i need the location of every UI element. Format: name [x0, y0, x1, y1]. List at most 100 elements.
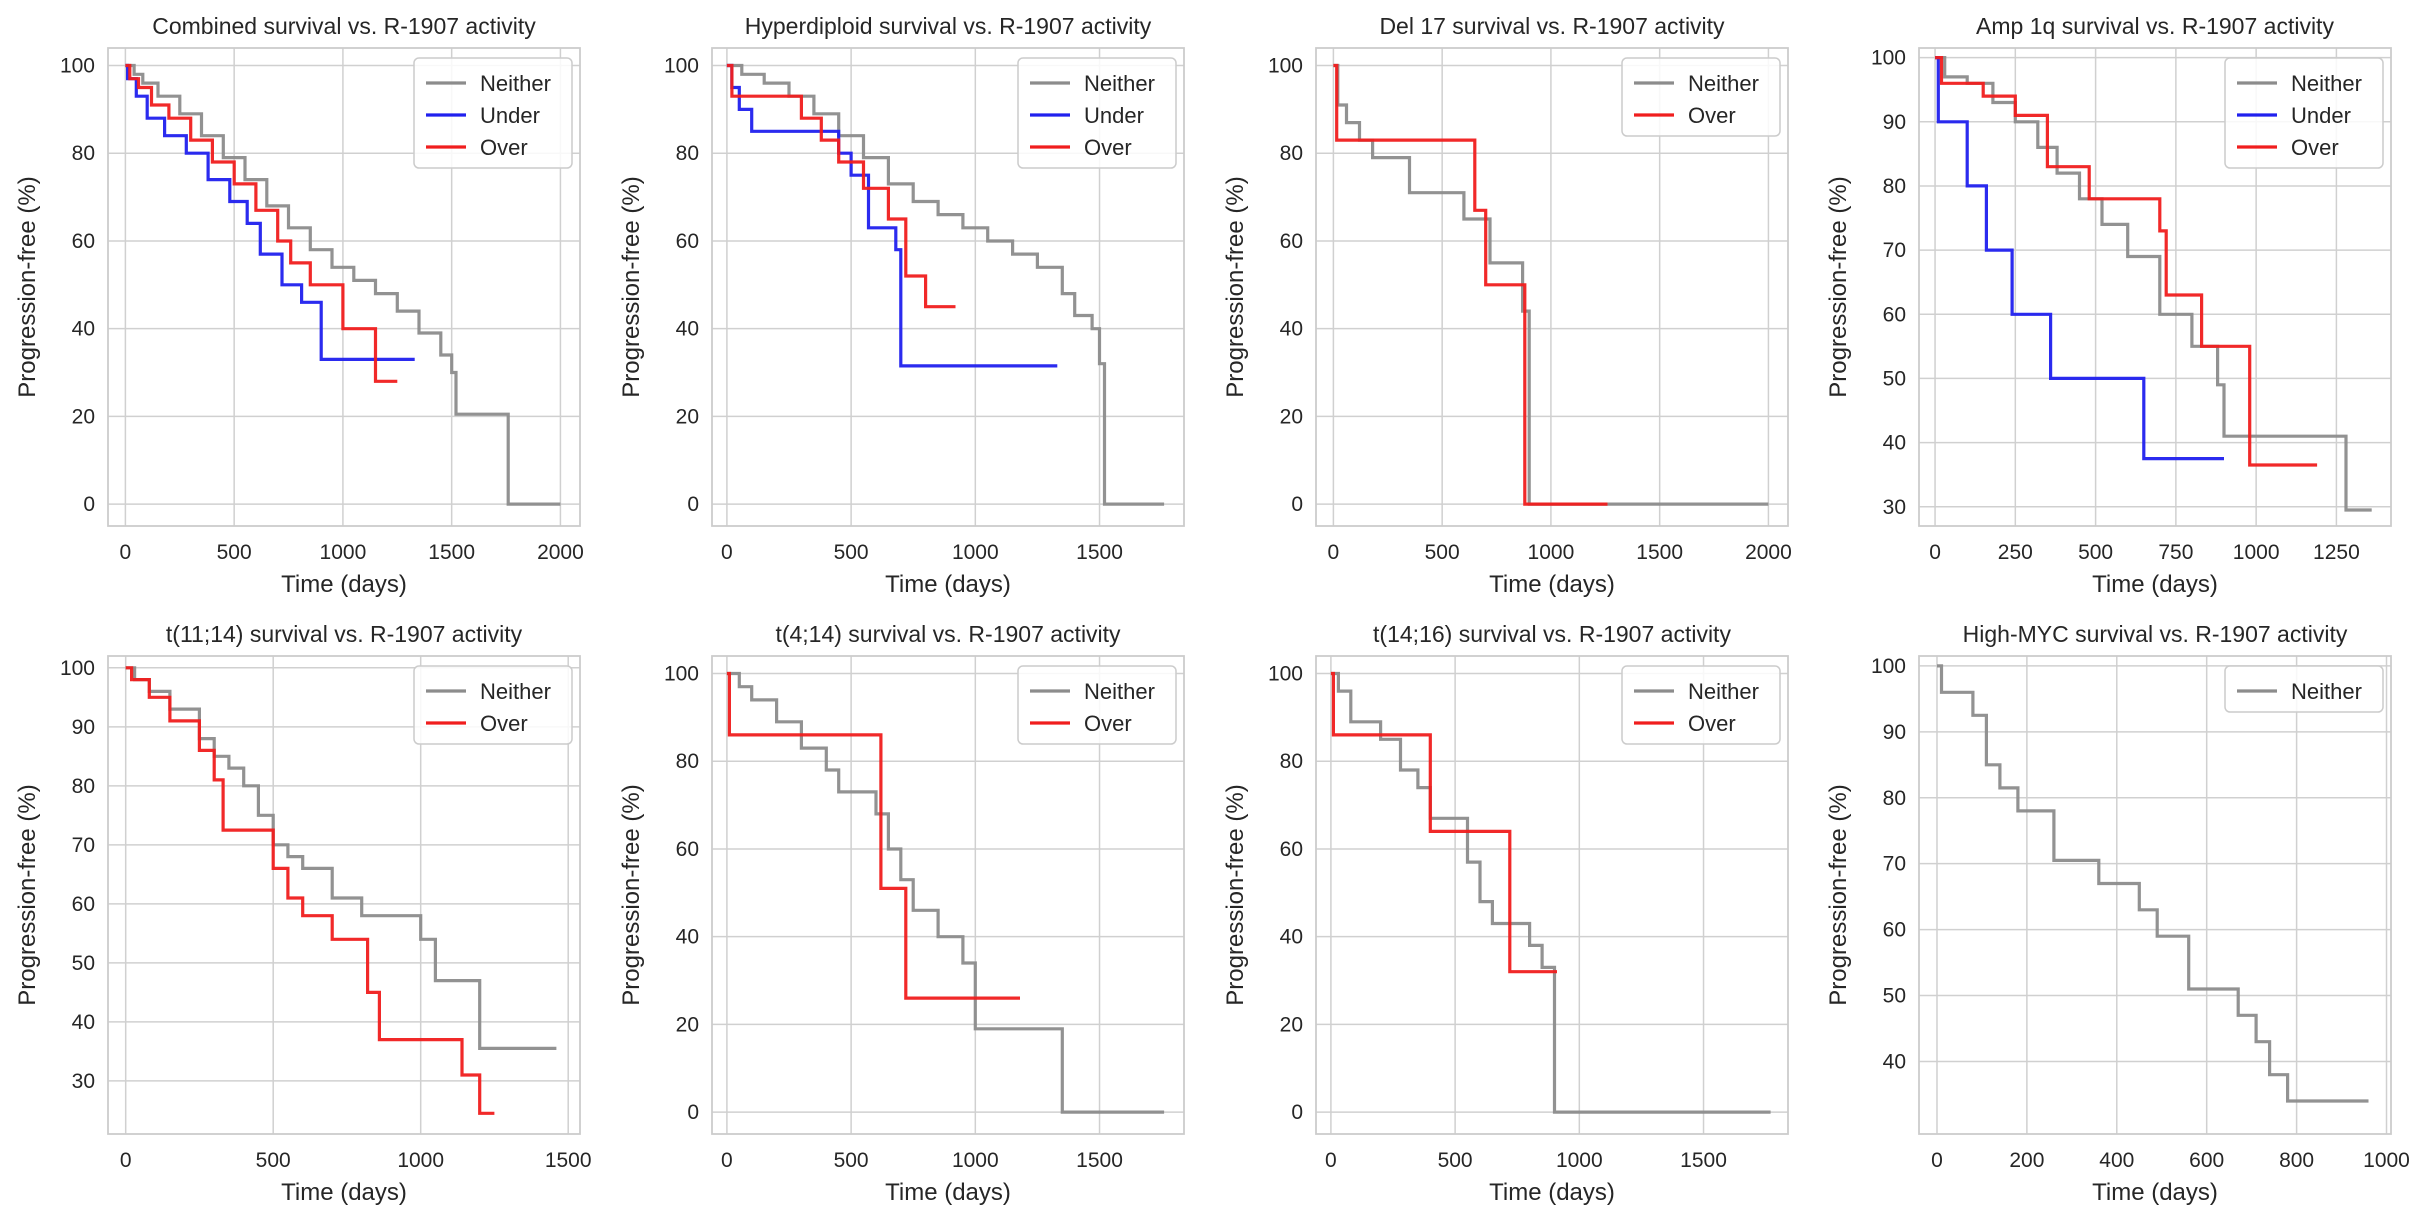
- y-tick-label: 90: [1883, 721, 1906, 744]
- legend-label: Neither: [1688, 71, 1759, 96]
- legend-label: Neither: [2291, 679, 2362, 704]
- x-axis-label: Time (days): [1489, 1179, 1615, 1206]
- y-tick-label: 80: [72, 142, 95, 165]
- x-tick-label: 1500: [428, 541, 475, 564]
- y-axis-label: Progression-free (%): [618, 784, 645, 1005]
- y-tick-label: 100: [664, 55, 699, 78]
- x-tick-label: 1500: [1636, 541, 1683, 564]
- y-tick-label: 60: [1883, 919, 1906, 942]
- y-tick-label: 100: [1268, 663, 1303, 686]
- x-axis-label: Time (days): [885, 571, 1011, 598]
- y-tick-label: 80: [72, 775, 95, 798]
- y-tick-label: 100: [60, 55, 95, 78]
- x-tick-label: 1000: [2363, 1149, 2410, 1172]
- x-tick-label: 500: [834, 1149, 869, 1172]
- panel-5: 0 500 1000 1500 30 40 50 60 70 80 90 100 Time (days)…: [14, 621, 592, 1206]
- y-tick-label: 30: [72, 1070, 95, 1093]
- x-tick-label: 0: [1931, 1149, 1943, 1172]
- x-tick-label: 1250: [2313, 541, 2360, 564]
- y-tick-label: 90: [1883, 111, 1906, 134]
- y-tick-label: 50: [1883, 367, 1906, 390]
- x-tick-label: 500: [1438, 1149, 1473, 1172]
- series-line-under: [125, 63, 415, 361]
- series-line-over: [1330, 671, 1557, 974]
- series-line-under: [1935, 56, 2224, 461]
- x-axis-label: Time (days): [281, 571, 407, 598]
- x-tick-label: 200: [2009, 1149, 2044, 1172]
- x-tick-label: 1000: [2233, 541, 2280, 564]
- y-tick-label: 20: [676, 405, 699, 428]
- y-tick-label: 20: [676, 1013, 699, 1036]
- x-tick-label: 500: [217, 541, 252, 564]
- y-tick-label: 100: [664, 663, 699, 686]
- x-tick-label: 400: [2099, 1149, 2134, 1172]
- x-axis-label: Time (days): [281, 1179, 407, 1206]
- series-line-over: [125, 63, 398, 383]
- panel-4: 0 250 500 750 1000 1250 30 40 50 60 70 80 90 100 Time …: [1825, 13, 2392, 598]
- y-axis-label: Progression-free (%): [1825, 176, 1852, 397]
- y-axis-label: Progression-free (%): [1825, 784, 1852, 1005]
- y-tick-label: 80: [1280, 142, 1303, 165]
- legend-label: Neither: [480, 679, 551, 704]
- series-line-over: [1935, 56, 2318, 467]
- x-tick-label: 1500: [1680, 1149, 1727, 1172]
- y-tick-label: 50: [72, 952, 95, 975]
- series-line-over: [125, 666, 495, 1115]
- y-tick-label: 40: [1280, 318, 1303, 341]
- series-line-over: [726, 671, 1020, 1000]
- y-tick-label: 50: [1883, 985, 1906, 1008]
- y-tick-label: 0: [83, 493, 95, 516]
- legend: Neither Over: [1621, 57, 1781, 137]
- legend: Neither Over: [1017, 665, 1177, 745]
- y-tick-label: 60: [1280, 230, 1303, 253]
- y-axis-label: Progression-free (%): [618, 176, 645, 397]
- x-tick-label: 1000: [320, 541, 367, 564]
- legend-label: Under: [1084, 103, 1144, 128]
- series-line-neither: [125, 63, 561, 506]
- axes-frame: [1315, 655, 1789, 1135]
- y-axis-label: Progression-free (%): [14, 176, 41, 397]
- x-axis-label: Time (days): [2092, 1179, 2218, 1206]
- x-tick-label: 0: [120, 541, 132, 564]
- y-tick-label: 60: [676, 230, 699, 253]
- series-line-under: [726, 63, 1058, 368]
- panel-8: 0 200 400 600 800 1000 40 50 60 70 80 90 100 Time (da…: [1825, 621, 2410, 1206]
- y-tick-label: 80: [676, 750, 699, 773]
- y-axis-label: Progression-free (%): [1222, 784, 1249, 1005]
- legend-label: Under: [2291, 103, 2351, 128]
- x-tick-label: 1000: [952, 1149, 999, 1172]
- y-tick-label: 60: [676, 838, 699, 861]
- x-tick-label: 500: [834, 541, 869, 564]
- x-axis-label: Time (days): [885, 1179, 1011, 1206]
- chart-title: Del 17 survival vs. R-1907 activity: [1379, 13, 1725, 39]
- axes-frame: [107, 47, 581, 527]
- y-tick-label: 60: [72, 893, 95, 916]
- y-tick-label: 0: [687, 493, 699, 516]
- series-line-over: [1333, 63, 1608, 506]
- axes-frame: [1918, 47, 2392, 527]
- legend-box: [413, 57, 573, 169]
- y-axis-label: Progression-free (%): [1222, 176, 1249, 397]
- legend-label: Over: [1084, 711, 1132, 736]
- legend-box: [2224, 665, 2384, 713]
- chart-title: t(14;16) survival vs. R-1907 activity: [1373, 621, 1731, 647]
- axes-frame: [1315, 47, 1789, 527]
- x-axis-label: Time (days): [1489, 571, 1615, 598]
- series-line-over: [726, 63, 956, 309]
- y-tick-label: 20: [1280, 1013, 1303, 1036]
- x-tick-label: 600: [2189, 1149, 2224, 1172]
- chart-title: t(4;14) survival vs. R-1907 activity: [775, 621, 1121, 647]
- legend-label: Over: [1084, 135, 1132, 160]
- x-tick-label: 1000: [397, 1149, 444, 1172]
- y-tick-label: 60: [1883, 303, 1906, 326]
- x-tick-label: 0: [1325, 1149, 1337, 1172]
- y-tick-label: 20: [1280, 405, 1303, 428]
- y-tick-label: 40: [1883, 432, 1906, 455]
- x-tick-label: 0: [721, 1149, 733, 1172]
- panel-1: 0 500 1000 1500 2000 0 20 40 60 80 100 Time (days) P…: [14, 13, 584, 598]
- y-tick-label: 80: [1883, 787, 1906, 810]
- x-tick-label: 1000: [1528, 541, 1575, 564]
- y-tick-label: 0: [1291, 1101, 1303, 1124]
- y-tick-label: 60: [72, 230, 95, 253]
